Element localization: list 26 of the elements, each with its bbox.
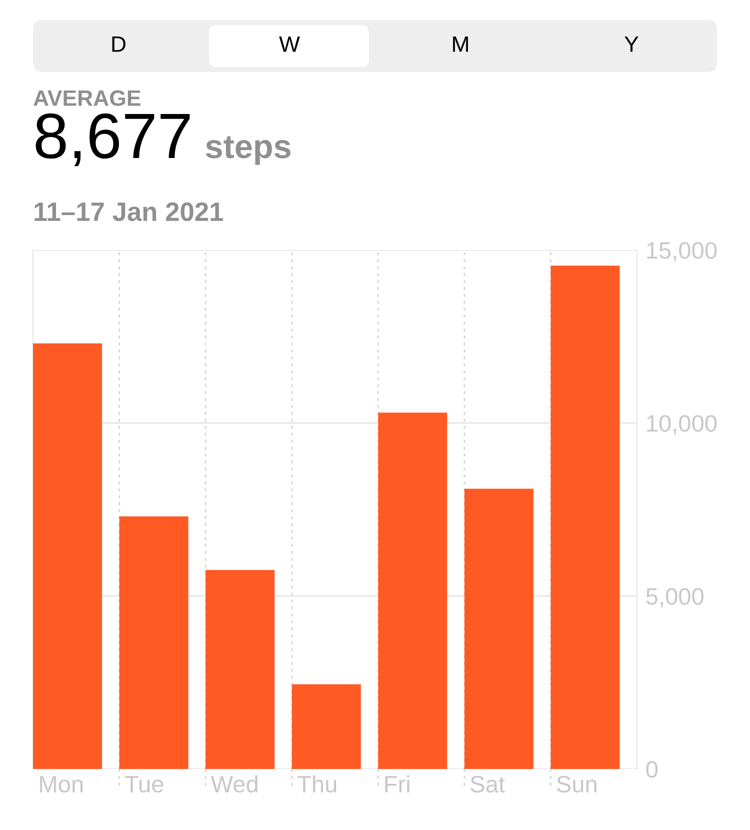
x-tick-label: Thu (298, 775, 336, 793)
x-tick-label: Fri (385, 775, 410, 792)
bar (292, 684, 361, 769)
x-tick-label: Wed (210, 775, 258, 793)
y-tick-label: 10,000 (647, 415, 717, 435)
bar (378, 412, 448, 769)
text: M (453, 36, 468, 52)
chart-subtitle: AVERAGE (34, 90, 140, 106)
x-tick-label: Tue (124, 776, 164, 793)
text: Y (624, 36, 638, 52)
text: steps (206, 136, 290, 165)
x-tick-label: Mon (40, 776, 83, 793)
text: D (112, 36, 126, 52)
text: W (279, 36, 300, 52)
bar (464, 488, 534, 769)
bar (550, 266, 620, 769)
bar (119, 516, 188, 769)
y-tick-label: 5,000 (646, 588, 704, 608)
bar (33, 343, 102, 769)
x-tick-label: Sat (470, 776, 505, 793)
text: 11–17 Jan 2021 (34, 202, 224, 222)
x-tick-label: Sun (556, 776, 596, 793)
chart-title: 8,677 (36, 113, 190, 166)
bar (206, 570, 275, 769)
y-tick-label: 0 (646, 761, 658, 778)
y-tick-label: 15,000 (647, 242, 717, 262)
